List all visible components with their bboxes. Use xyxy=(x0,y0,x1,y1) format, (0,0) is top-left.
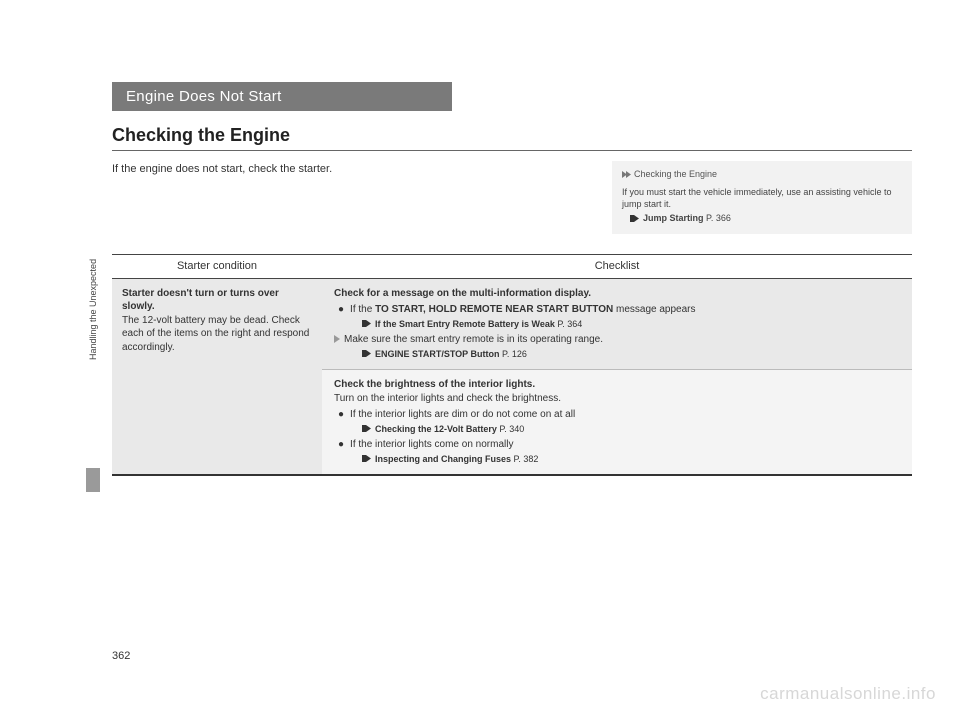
note-box: Checking the Engine If you must start th… xyxy=(612,161,912,234)
note-ref: Jump Starting P. 366 xyxy=(622,213,902,224)
ref-marker-icon xyxy=(362,453,371,466)
intro-text: If the engine does not start, check the … xyxy=(112,161,588,234)
note-marker-icon xyxy=(622,170,631,180)
bot-line1: Check the brightness of the interior lig… xyxy=(334,378,900,392)
td-col2: Check for a message on the multi-informa… xyxy=(322,279,912,474)
bot-bullet1: ● If the interior lights are dim or do no… xyxy=(334,408,900,422)
side-label: Handling the Unexpected xyxy=(88,259,98,360)
note-title-text: Checking the Engine xyxy=(634,169,717,179)
cell-top: Check for a message on the multi-informa… xyxy=(322,279,912,370)
top-ref1-page: P. 364 xyxy=(557,319,582,329)
top-tri-line: Make sure the smart entry remote is in i… xyxy=(334,333,900,347)
starter-table: Starter condition Checklist Starter does… xyxy=(112,254,912,476)
th-col1: Starter condition xyxy=(112,255,322,278)
note-title: Checking the Engine xyxy=(622,169,902,180)
ref-marker-icon xyxy=(362,423,371,436)
bot-ref1-page: P. 340 xyxy=(499,424,524,434)
side-tab xyxy=(86,468,100,492)
col1-bold: Starter doesn't turn or turns over slowl… xyxy=(122,287,312,314)
bot-bullet1-text: If the interior lights are dim or do not… xyxy=(350,409,575,420)
bot-bullet2-text: If the interior lights come on normally xyxy=(350,439,513,450)
top-bullet-prefix: If the xyxy=(350,304,372,315)
top-ref1: If the Smart Entry Remote Battery is Wea… xyxy=(334,318,900,331)
top-ref2: ENGINE START/STOP Button P. 126 xyxy=(334,348,900,361)
bot-bullet2: ● If the interior lights come on normally xyxy=(334,438,900,452)
bot-ref2-label: Inspecting and Changing Fuses xyxy=(375,454,511,464)
top-bullet: ● If the TO START, HOLD REMOTE NEAR START… xyxy=(334,303,900,317)
chapter-bar: Engine Does Not Start xyxy=(112,82,452,111)
note-ref-label: Jump Starting xyxy=(643,213,704,223)
bot-ref1: Checking the 12-Volt Battery P. 340 xyxy=(334,423,900,436)
top-bullet-bold: TO START, HOLD REMOTE NEAR START BUTTON xyxy=(375,304,613,315)
intro-row: If the engine does not start, check the … xyxy=(112,161,912,234)
bullet-dot-icon: ● xyxy=(338,439,344,450)
top-tri-text: Make sure the smart entry remote is in i… xyxy=(344,334,603,345)
top-ref2-page: P. 126 xyxy=(502,349,527,359)
note-body: If you must start the vehicle immediatel… xyxy=(622,186,902,210)
page-number: 362 xyxy=(112,650,130,662)
top-ref2-label: ENGINE START/STOP Button xyxy=(375,349,500,359)
cell-bot: Check the brightness of the interior lig… xyxy=(322,370,912,474)
top-ref1-label: If the Smart Entry Remote Battery is Wea… xyxy=(375,319,555,329)
ref-marker-icon xyxy=(362,348,371,361)
ref-marker-icon xyxy=(630,214,639,224)
bot-ref1-label: Checking the 12-Volt Battery xyxy=(375,424,497,434)
watermark: carmanualsonline.info xyxy=(760,684,936,704)
bullet-dot-icon: ● xyxy=(338,409,344,420)
section-title: Checking the Engine xyxy=(112,125,912,151)
table-body: Starter doesn't turn or turns over slowl… xyxy=(112,279,912,476)
bullet-dot-icon: ● xyxy=(338,304,344,315)
td-col1: Starter doesn't turn or turns over slowl… xyxy=(112,279,322,474)
table-head: Starter condition Checklist xyxy=(112,254,912,279)
th-col2: Checklist xyxy=(322,255,912,278)
bot-line2: Turn on the interior lights and check th… xyxy=(334,392,900,406)
top-line1: Check for a message on the multi-informa… xyxy=(334,287,900,301)
ref-marker-icon xyxy=(362,318,371,331)
bot-ref2-page: P. 382 xyxy=(514,454,539,464)
top-bullet-suffix: message appears xyxy=(616,304,696,315)
page-content: Engine Does Not Start Checking the Engin… xyxy=(112,82,912,476)
bot-ref2: Inspecting and Changing Fuses P. 382 xyxy=(334,453,900,466)
note-ref-page: P. 366 xyxy=(706,213,731,223)
col1-rest: The 12-volt battery may be dead. Check e… xyxy=(122,315,309,353)
triangle-icon xyxy=(334,335,340,343)
